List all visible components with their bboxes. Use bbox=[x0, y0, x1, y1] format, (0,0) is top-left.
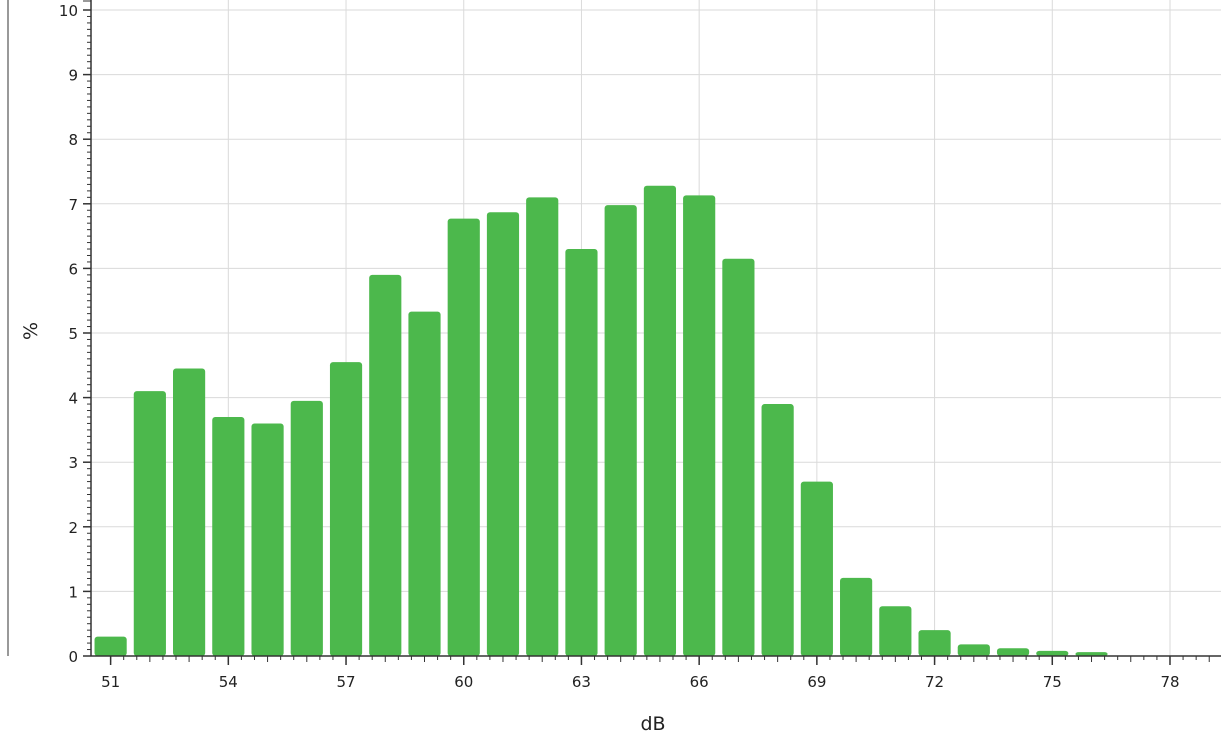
bar bbox=[95, 637, 127, 656]
bar bbox=[997, 648, 1029, 656]
bar bbox=[801, 482, 833, 656]
x-tick-label: 75 bbox=[1043, 673, 1062, 691]
y-tick-label: 7 bbox=[68, 196, 78, 214]
x-tick-label: 66 bbox=[690, 673, 709, 691]
bar bbox=[958, 644, 990, 656]
x-tick-label: 51 bbox=[101, 673, 120, 691]
x-axis-ticks: 51 54 57 60 63 66 69 72 75 78 bbox=[101, 656, 1209, 691]
bar bbox=[722, 259, 754, 656]
y-tick-label: 5 bbox=[68, 325, 78, 343]
bar bbox=[644, 186, 676, 656]
bar bbox=[605, 205, 637, 656]
bar bbox=[369, 275, 401, 656]
bar bbox=[918, 630, 950, 656]
y-tick-label: 8 bbox=[68, 131, 78, 149]
y-axis-ticks: 0 1 2 3 4 5 6 7 8 9 10 bbox=[59, 1, 91, 666]
x-tick-label: 54 bbox=[219, 673, 238, 691]
x-tick-label: 69 bbox=[807, 673, 826, 691]
bar bbox=[565, 249, 597, 656]
x-tick-label: 60 bbox=[454, 673, 473, 691]
bar bbox=[683, 195, 715, 656]
bar bbox=[487, 212, 519, 656]
x-tick-label: 63 bbox=[572, 673, 591, 691]
bar bbox=[408, 312, 440, 656]
y-axis-title: % bbox=[20, 322, 42, 340]
y-tick-label: 9 bbox=[68, 67, 78, 85]
bar bbox=[134, 391, 166, 656]
y-tick-label: 6 bbox=[68, 260, 78, 278]
bar bbox=[448, 219, 480, 656]
bar bbox=[291, 401, 323, 656]
y-tick-label: 0 bbox=[68, 648, 78, 666]
y-tick-label: 2 bbox=[68, 519, 78, 537]
y-tick-label: 1 bbox=[68, 583, 78, 601]
bar bbox=[251, 423, 283, 656]
bar bbox=[526, 197, 558, 656]
bar bbox=[212, 417, 244, 656]
bar bbox=[840, 578, 872, 656]
x-tick-label: 57 bbox=[336, 673, 355, 691]
bar bbox=[762, 404, 794, 656]
bar bbox=[330, 362, 362, 656]
y-tick-label: 10 bbox=[59, 2, 78, 20]
bar bbox=[1036, 651, 1068, 656]
bar bbox=[879, 606, 911, 656]
y-tick-label: 3 bbox=[68, 454, 78, 472]
x-tick-label: 72 bbox=[925, 673, 944, 691]
bar bbox=[173, 369, 205, 656]
x-axis-title: dB bbox=[640, 713, 665, 735]
y-tick-label: 4 bbox=[68, 390, 78, 408]
x-tick-label: 78 bbox=[1160, 673, 1179, 691]
